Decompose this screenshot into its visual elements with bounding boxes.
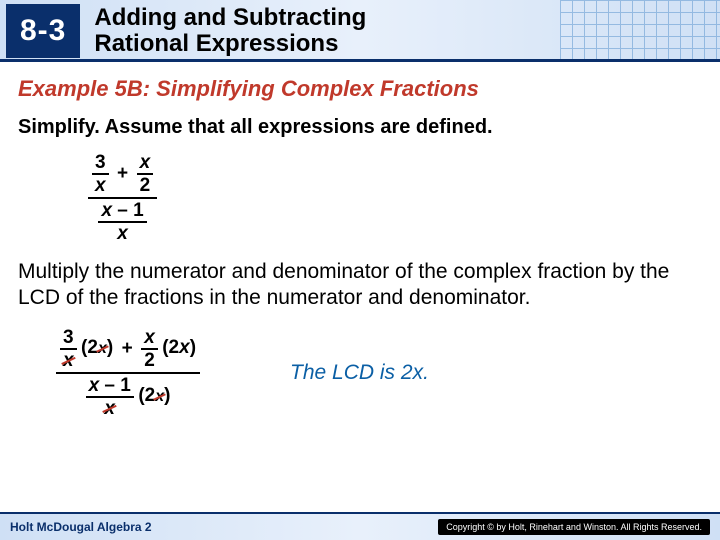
header-grid-decor: [560, 0, 720, 62]
bot-right: 1: [133, 200, 144, 221]
chapter-title-line1: Adding and Subtracting: [94, 5, 366, 31]
f1-num: 3: [92, 153, 109, 175]
mult1-open: (2: [81, 337, 98, 358]
bot-left: x: [101, 200, 112, 221]
f2-den: 2: [137, 175, 154, 195]
slide-header: 8-3 Adding and Subtracting Rational Expr…: [0, 0, 720, 62]
w-f2-den: 2: [141, 350, 158, 370]
example-title: Example 5B: Simplifying Complex Fraction…: [18, 76, 702, 102]
example-prompt: Simplify. Assume that all expressions ar…: [18, 116, 702, 139]
w-op-plus: +: [118, 338, 137, 359]
mult2-open: (2: [162, 337, 179, 358]
mult2-x: x: [179, 337, 190, 358]
mult1-x: x: [98, 340, 107, 358]
slide-footer: Holt McDougal Algebra 2 Copyright © by H…: [0, 514, 720, 540]
bot-den: x: [98, 223, 146, 243]
slide-content: Example 5B: Simplifying Complex Fraction…: [0, 62, 720, 418]
complex-fraction-multiplied: 3x (2x) + x2 (2x) x – 1 x (2x): [56, 328, 200, 418]
f1-den: x: [92, 175, 109, 195]
w-f1-den: x: [60, 350, 77, 370]
chapter-number: 8-3: [6, 4, 80, 58]
complex-fraction-original: 3x + x2 x – 1 x: [88, 153, 702, 243]
lcd-note: The LCD is 2x.: [290, 361, 429, 385]
w-bot-den: x: [86, 398, 134, 418]
mult2-close: ): [190, 337, 196, 358]
w-op-minus: –: [104, 375, 115, 396]
mult3-open: (2: [138, 385, 155, 406]
op-plus: +: [113, 163, 132, 184]
explanation-text: Multiply the numerator and denominator o…: [18, 259, 702, 312]
f2-num: x: [137, 153, 154, 175]
w-bot-left: x: [89, 375, 100, 396]
work-row: 3x (2x) + x2 (2x) x – 1 x (2x) The LCD i…: [18, 328, 702, 418]
w-bot-right: 1: [120, 375, 131, 396]
op-minus: –: [117, 200, 128, 221]
mult3-x: x: [155, 388, 164, 406]
chapter-title-line2: Rational Expressions: [94, 31, 366, 57]
chapter-title: Adding and Subtracting Rational Expressi…: [94, 5, 366, 58]
header-underline: [0, 59, 720, 62]
w-f1-num: 3: [60, 328, 77, 350]
w-f2-num: x: [141, 328, 158, 350]
copyright-notice: Copyright © by Holt, Rinehart and Winsto…: [438, 519, 710, 535]
book-title: Holt McDougal Algebra 2: [10, 520, 152, 534]
